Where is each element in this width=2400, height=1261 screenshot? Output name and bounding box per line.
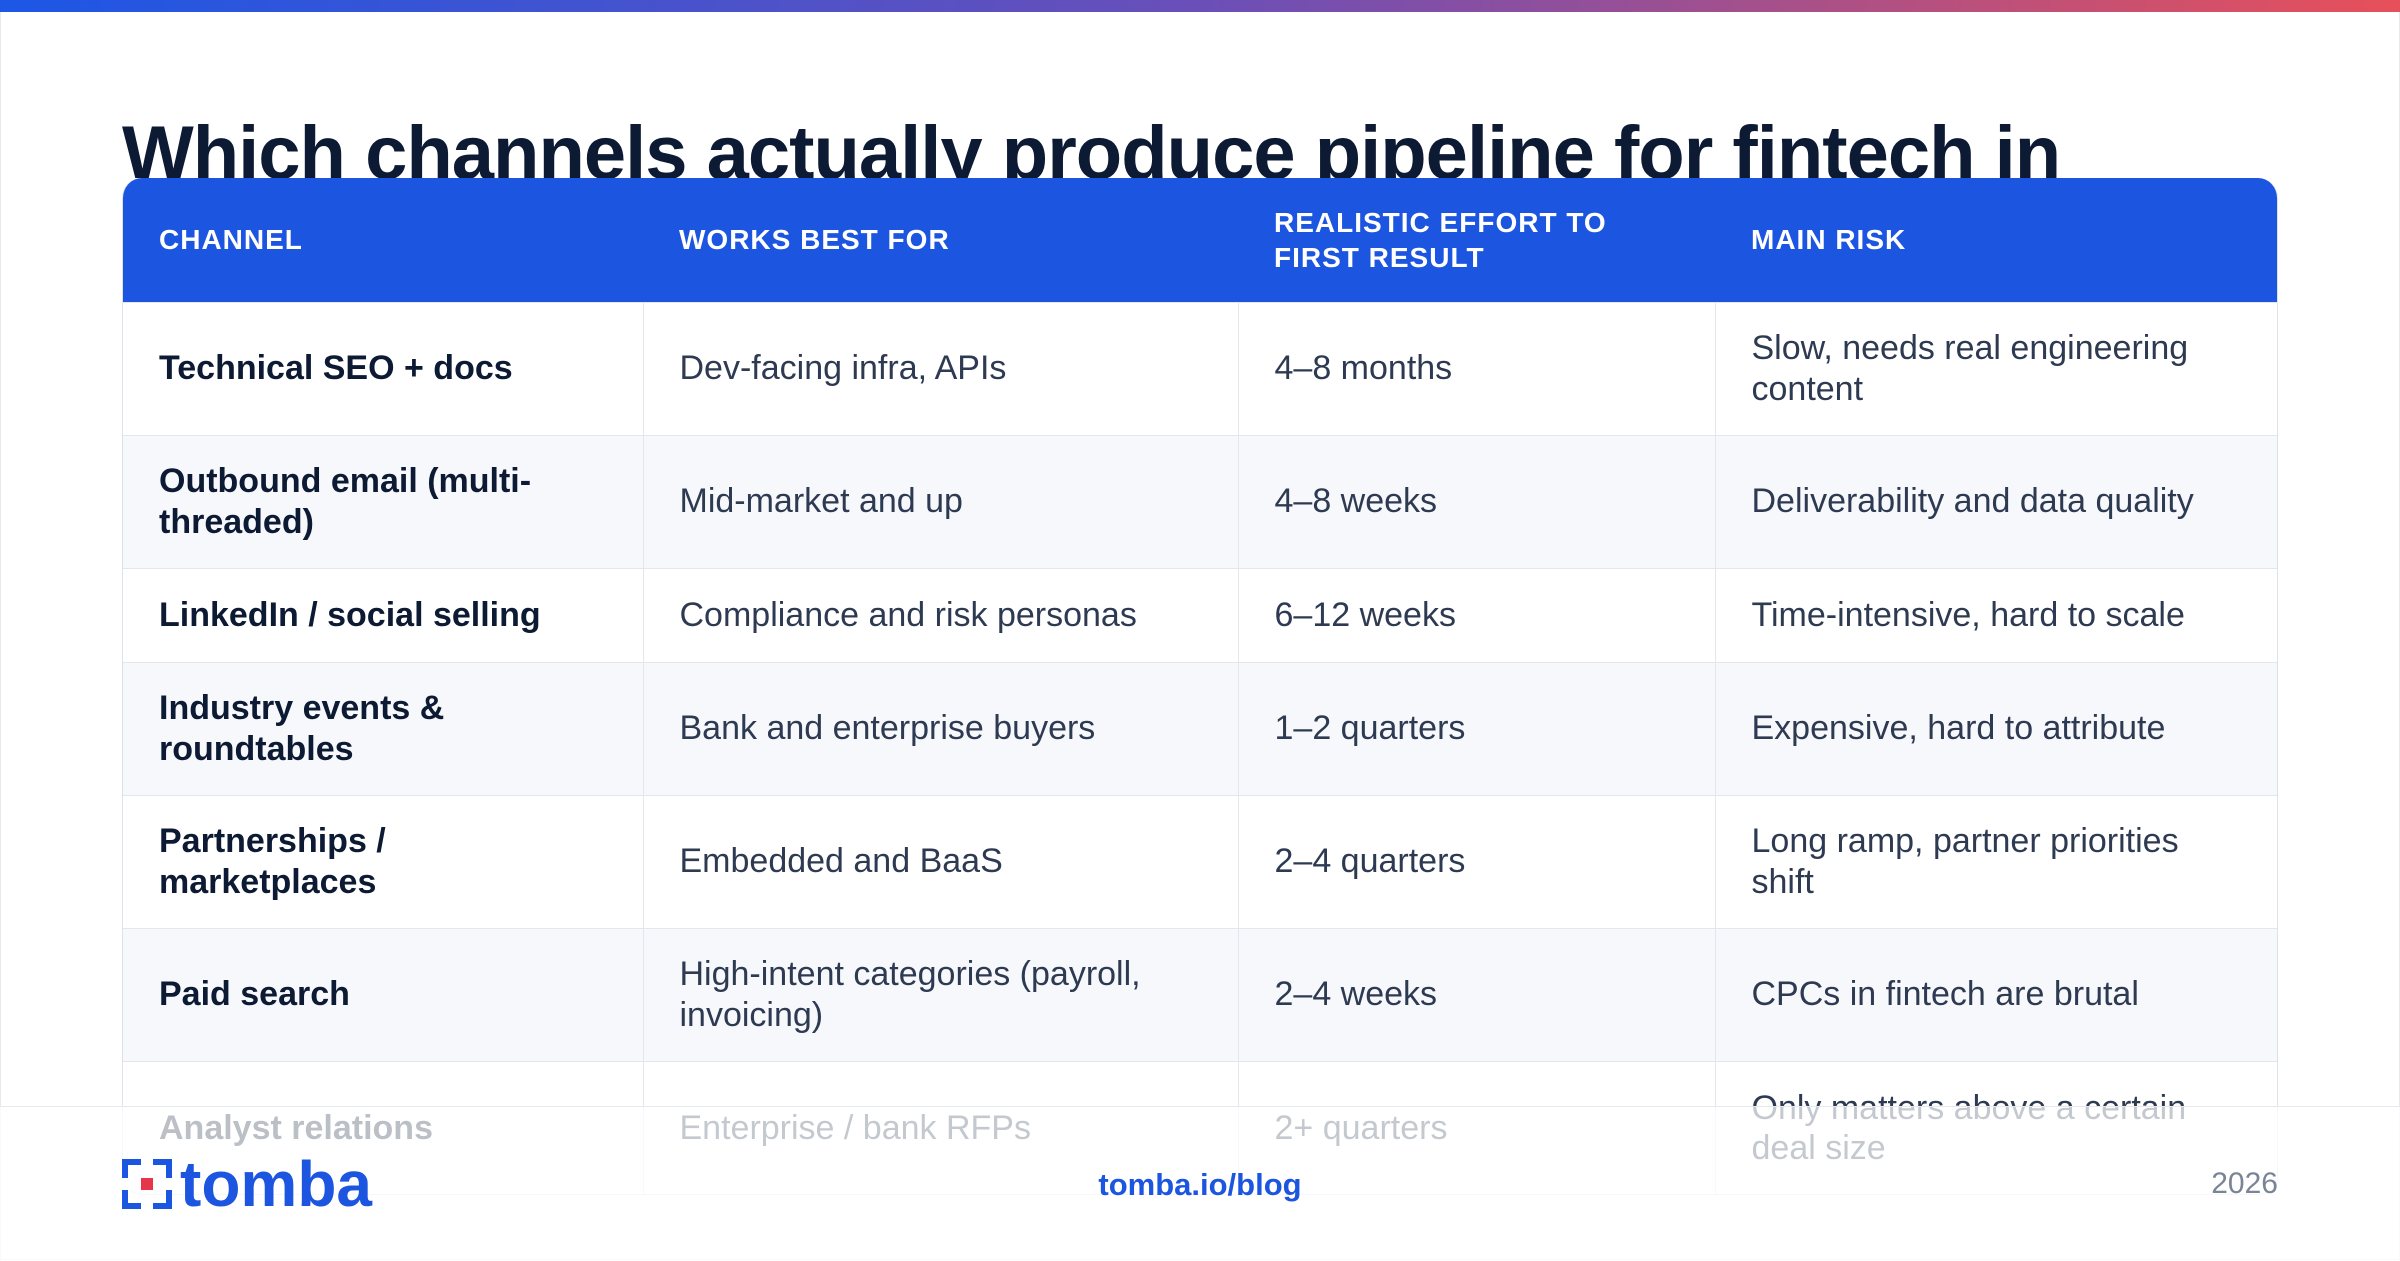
brand-logo[interactable]: tomba bbox=[122, 1152, 372, 1216]
channels-table: CHANNEL WORKS BEST FOR REALISTIC EFFORT … bbox=[122, 178, 2278, 1195]
header-effort: REALISTIC EFFORT TO FIRST RESULT bbox=[1274, 206, 1607, 273]
header-works-best-for: WORKS BEST FOR bbox=[679, 224, 950, 256]
table-row: Partnerships / marketplaces Embedded and… bbox=[123, 794, 2277, 928]
works-best-for-cell: Bank and enterprise buyers bbox=[643, 661, 1239, 795]
header-channel: CHANNEL bbox=[159, 224, 303, 256]
tomba-logo-icon bbox=[122, 1159, 172, 1209]
works-best-for-cell: Dev-facing infra, APIs bbox=[643, 301, 1239, 435]
channel-cell: Paid search bbox=[123, 927, 644, 1061]
risk-cell: Expensive, hard to attribute bbox=[1715, 661, 2277, 795]
risk-cell: Deliverability and data quality bbox=[1715, 434, 2277, 568]
table-row: Paid search High-intent categories (payr… bbox=[123, 927, 2277, 1061]
channel-cell: Partnerships / marketplaces bbox=[123, 794, 644, 928]
table-row: LinkedIn / social selling Compliance and… bbox=[123, 567, 2277, 662]
effort-cell: 4–8 months bbox=[1238, 301, 1716, 435]
works-best-for-cell: Embedded and BaaS bbox=[643, 794, 1239, 928]
channel-cell: LinkedIn / social selling bbox=[123, 567, 644, 662]
table-row: Technical SEO + docs Dev-facing infra, A… bbox=[123, 301, 2277, 435]
table-row: Outbound email (multi-threaded) Mid-mark… bbox=[123, 434, 2277, 568]
logo-wordmark: tomba bbox=[180, 1148, 372, 1220]
channel-cell: Technical SEO + docs bbox=[123, 301, 644, 435]
works-best-for-cell: High-intent categories (payroll, invoici… bbox=[643, 927, 1239, 1061]
channel-cell: Industry events & roundtables bbox=[123, 661, 644, 795]
effort-cell: 2–4 quarters bbox=[1238, 794, 1716, 928]
table-header-row: CHANNEL WORKS BEST FOR REALISTIC EFFORT … bbox=[123, 178, 2277, 302]
risk-cell: Slow, needs real engineering content bbox=[1715, 301, 2277, 435]
effort-cell: 6–12 weeks bbox=[1238, 567, 1716, 662]
channel-cell: Outbound email (multi-threaded) bbox=[123, 434, 644, 568]
risk-cell: Time-intensive, hard to scale bbox=[1715, 567, 2277, 662]
blog-link[interactable]: tomba.io/blog bbox=[1098, 1167, 1302, 1202]
table-row: Industry events & roundtables Bank and e… bbox=[123, 661, 2277, 795]
risk-cell: Long ramp, partner priorities shift bbox=[1715, 794, 2277, 928]
risk-cell: CPCs in fintech are brutal bbox=[1715, 927, 2277, 1061]
effort-cell: 4–8 weeks bbox=[1238, 434, 1716, 568]
effort-cell: 1–2 quarters bbox=[1238, 661, 1716, 795]
works-best-for-cell: Compliance and risk personas bbox=[643, 567, 1239, 662]
year-label: 2026 bbox=[2211, 1167, 2278, 1200]
gradient-accent-bar bbox=[0, 0, 2400, 12]
header-main-risk: MAIN RISK bbox=[1751, 224, 1907, 256]
works-best-for-cell: Mid-market and up bbox=[643, 434, 1239, 568]
footer-bar: tomba tomba.io/blog 2026 bbox=[0, 1106, 2400, 1261]
headline-container: Which channels actually produce pipeline… bbox=[122, 100, 2278, 178]
effort-cell: 2–4 weeks bbox=[1238, 927, 1716, 1061]
page-title: Which channels actually produce pipeline… bbox=[122, 111, 2061, 178]
